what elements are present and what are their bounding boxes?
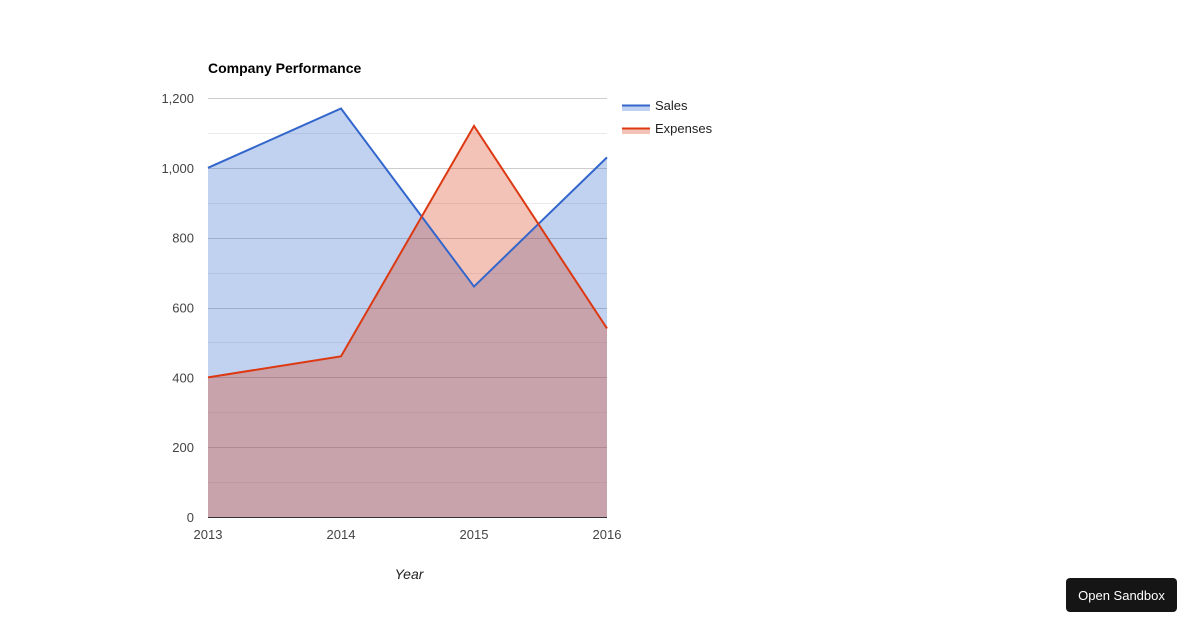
y-tick-label: 1,000 xyxy=(161,161,194,176)
y-tick-label: 0 xyxy=(187,510,194,525)
x-tick-label: 2014 xyxy=(327,527,356,542)
y-tick-label: 1,200 xyxy=(161,91,194,106)
x-axis-ticks: 2013 2014 2015 2016 xyxy=(194,527,622,542)
open-sandbox-button[interactable]: Open Sandbox xyxy=(1066,578,1177,612)
x-tick-label: 2013 xyxy=(194,527,223,542)
y-tick-label: 400 xyxy=(172,370,194,385)
legend-label: Expenses xyxy=(655,121,713,136)
legend: Sales Expenses xyxy=(622,98,713,136)
line-sales xyxy=(207,107,608,289)
legend-swatch-icon xyxy=(622,128,650,134)
y-tick-label: 600 xyxy=(172,301,194,316)
legend-label: Sales xyxy=(655,98,688,113)
x-tick-label: 2016 xyxy=(593,527,622,542)
x-tick-label: 2015 xyxy=(460,527,489,542)
y-tick-label: 800 xyxy=(172,231,194,246)
line-expenses xyxy=(207,124,608,379)
legend-item-expenses[interactable]: Expenses xyxy=(622,121,713,136)
y-tick-label: 200 xyxy=(172,440,194,455)
area-fill-expenses xyxy=(208,125,607,517)
x-axis-title: Year xyxy=(395,566,425,582)
chart-title: Company Performance xyxy=(208,60,361,76)
y-axis-ticks: 0 200 400 600 800 1,000 1,200 xyxy=(161,91,194,525)
area-fill-sales xyxy=(208,108,607,517)
gridlines xyxy=(208,98,607,483)
series-areas xyxy=(207,107,608,517)
legend-item-sales[interactable]: Sales xyxy=(622,98,688,113)
legend-swatch-icon xyxy=(622,105,650,111)
